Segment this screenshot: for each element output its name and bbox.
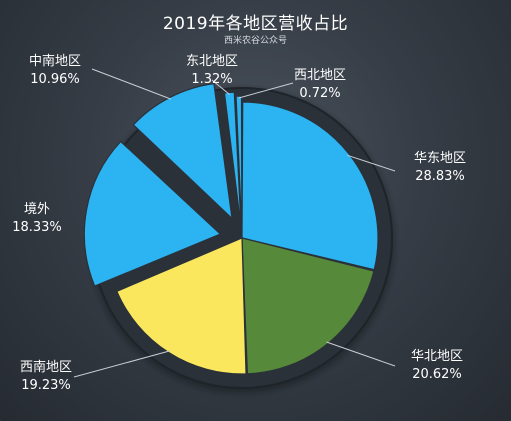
leader-line-huadong <box>347 154 396 172</box>
slice-percent-label-xibei: 0.72% <box>299 86 340 101</box>
slice-name-label-dongbei: 东北地区 <box>186 54 238 69</box>
leader-line-zhongnan <box>91 68 172 100</box>
slice-percent-label-xinan: 19.23% <box>21 378 71 393</box>
chart-subtitle: 西米农谷公众号 <box>223 36 287 46</box>
slice-percent-label-zhongnan: 10.96% <box>30 72 80 87</box>
pie-slice-dongbei[interactable] <box>223 91 242 229</box>
slice-percent-label-dongbei: 1.32% <box>191 72 232 87</box>
slice-percent-label-jingwai: 18.33% <box>12 220 62 235</box>
leader-line-huabei <box>326 341 396 367</box>
chart-title: 2019年各地区营收占比 <box>162 14 349 34</box>
leader-line-dongbei <box>211 79 230 95</box>
leader-line-xinan <box>73 350 170 378</box>
pie-slice-xibei[interactable] <box>235 95 243 233</box>
pie-slice-xinan[interactable] <box>116 237 247 375</box>
pie-slice-huabei[interactable] <box>241 237 375 375</box>
leader-line-xibei <box>238 82 294 99</box>
slice-name-label-huabei: 华北地区 <box>411 349 463 364</box>
slice-percent-label-huadong: 28.83% <box>415 169 465 184</box>
slice-name-label-zhongnan: 中南地区 <box>29 53 81 69</box>
slice-name-label-xinan: 西南地区 <box>20 359 72 375</box>
slice-name-label-jingwai: 境外 <box>24 202 50 217</box>
slice-percent-label-huabei: 20.62% <box>412 367 462 382</box>
slice-name-label-huadong: 华东地区 <box>414 151 466 166</box>
pie-slice-zhongnan[interactable] <box>132 82 233 221</box>
pie-slice-huadong[interactable] <box>241 101 379 271</box>
slice-name-label-xibei: 西北地区 <box>294 68 346 83</box>
pie-slice-jingwai[interactable] <box>83 140 222 287</box>
